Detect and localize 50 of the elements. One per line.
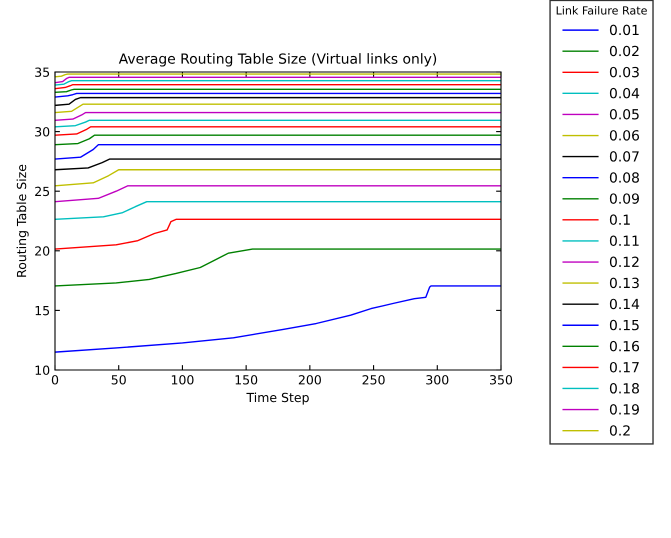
legend-label: 0.06 [610, 130, 640, 141]
y-tick-label: 20 [35, 246, 50, 256]
legend-title: Link Failure Rate [556, 6, 647, 15]
y-tick-label: 10 [36, 365, 50, 375]
y-tick-label: 15 [36, 306, 50, 316]
legend-label: 0.04 [610, 88, 640, 98]
line-series [55, 112, 501, 121]
legend-label: 0.12 [610, 256, 639, 268]
line-series [55, 134, 501, 146]
y-tick-label: 30 [35, 127, 50, 137]
legend-label: 0.19 [610, 404, 639, 415]
x-tick-label: 150 [236, 375, 258, 385]
x-tick-label: 300 [426, 375, 448, 385]
y-tick-label: 35 [35, 67, 50, 77]
line-series [55, 103, 501, 114]
x-tick-label: 100 [172, 375, 194, 385]
legend-label: 0.16 [610, 340, 640, 352]
legend-label: 0.17 [610, 362, 639, 372]
legend-label: 0.03 [610, 66, 639, 78]
legend-label: 0.05 [610, 108, 639, 120]
line-series [55, 248, 501, 287]
x-tick-label: 50 [112, 375, 126, 385]
x-tick-label: 350 [490, 375, 512, 385]
legend-label: 0.15 [610, 320, 639, 330]
line-series [55, 144, 501, 160]
x-tick-label: 200 [298, 375, 321, 385]
legend-label: 0.13 [610, 278, 639, 288]
legend-label: 0.11 [610, 235, 639, 246]
line-series [55, 126, 501, 136]
x-axis-title: Time Step [246, 392, 309, 405]
x-tick-label: 250 [362, 375, 385, 385]
legend-label: 0.09 [610, 193, 639, 204]
line-series [55, 285, 501, 353]
line-series [55, 185, 501, 202]
y-axis-title: Routing Table Size [16, 164, 29, 277]
legend-label: 0.08 [610, 172, 639, 183]
legend-label: 0.02 [610, 46, 639, 56]
line-series [55, 218, 501, 250]
legend-label: 0.18 [610, 383, 639, 394]
legend-label: 0.1 [610, 214, 630, 225]
legend-label: 0.07 [610, 151, 639, 162]
chart-title: Average Routing Table Size (Virtual links only) [118, 53, 436, 67]
y-tick-label: 25 [35, 186, 50, 196]
line-series [55, 169, 501, 187]
legend-label: 0.14 [610, 298, 640, 310]
line-series [55, 200, 501, 220]
line-series [55, 120, 501, 128]
legend-label: 0.01 [610, 24, 639, 36]
x-tick-label: 0 [52, 375, 58, 385]
legend-label: 0.2 [610, 425, 630, 436]
